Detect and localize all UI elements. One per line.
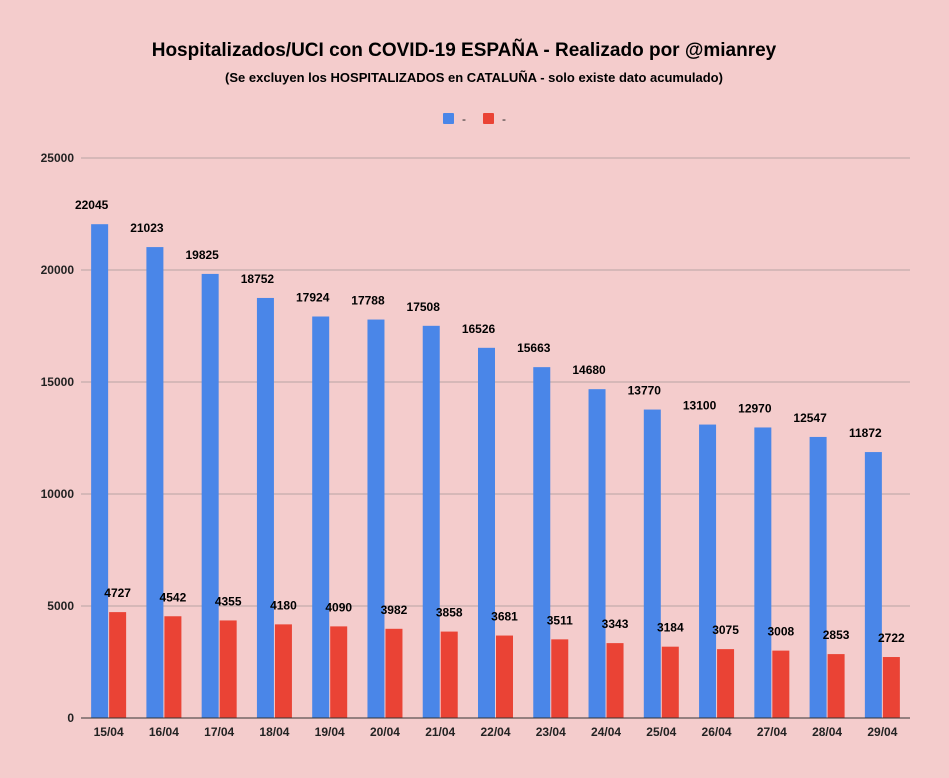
y-tick-label: 20000 [41, 263, 75, 277]
data-label: 3184 [657, 621, 684, 635]
data-label: 17508 [407, 300, 441, 314]
bar-hospitalizados [146, 247, 164, 719]
legend-swatch [483, 113, 494, 124]
bars [91, 224, 900, 719]
y-tick-label: 15000 [41, 375, 75, 389]
x-tick-label: 18/04 [259, 725, 289, 739]
x-tick-label: 16/04 [149, 725, 179, 739]
x-tick-label: 28/04 [812, 725, 842, 739]
x-axis-tick-labels: 15/04 16/04 17/04 18/04 19/04 20/04 21/04 22/04… [94, 725, 898, 739]
data-label: 4090 [325, 600, 352, 614]
y-tick-label: 10000 [41, 487, 75, 501]
legend-swatch [443, 113, 454, 124]
bar-hospitalizados [367, 319, 385, 718]
data-label: 22045 [75, 198, 109, 212]
data-label: 17788 [351, 294, 385, 308]
data-label: 13100 [683, 399, 717, 413]
x-tick-label: 27/04 [757, 725, 787, 739]
bar-uci [330, 626, 348, 718]
bar-uci [274, 624, 292, 718]
data-label: 3681 [491, 610, 518, 624]
data-label: 4727 [104, 586, 131, 600]
data-label: 12547 [793, 411, 827, 425]
bar-hospitalizados [91, 224, 109, 718]
bar-uci [606, 643, 624, 718]
data-label: 11872 [849, 426, 882, 440]
y-tick-label: 0 [67, 711, 74, 725]
bar-hospitalizados [864, 452, 882, 718]
x-tick-label: 15/04 [94, 725, 124, 739]
data-label: 4180 [270, 598, 297, 612]
y-tick-label: 5000 [47, 599, 74, 613]
bar-uci [496, 635, 513, 718]
data-label: 3858 [436, 606, 463, 620]
legend-label: - [502, 112, 506, 126]
data-labels: 22045 4727 21023 4542 19825 4355 18752 4180 1792… [75, 198, 905, 645]
bar-hospitalizados [256, 297, 274, 718]
bar-hospitalizados [699, 424, 717, 718]
bar-hospitalizados [312, 316, 330, 718]
chart-subtitle: (Se excluyen los HOSPITALIZADOS en CATAL… [225, 70, 723, 85]
bar-uci [717, 649, 735, 718]
x-tick-label: 29/04 [867, 725, 897, 739]
legend-label: - [462, 112, 466, 126]
x-tick-label: 17/04 [204, 725, 234, 739]
data-label: 15663 [517, 341, 551, 355]
data-label: 3075 [712, 623, 739, 637]
x-tick-label: 19/04 [315, 725, 345, 739]
data-label: 12970 [738, 401, 772, 415]
x-tick-label: 23/04 [536, 725, 566, 739]
data-label: 2853 [823, 628, 850, 642]
x-tick-label: 25/04 [646, 725, 676, 739]
bar-hospitalizados [643, 409, 661, 718]
bar-uci [551, 639, 569, 718]
y-tick-label: 25000 [41, 151, 75, 165]
y-axis-tick-labels: 0 5000 10000 15000 20000 25000 [41, 151, 75, 725]
data-label: 18752 [241, 272, 275, 286]
x-tick-label: 22/04 [480, 725, 510, 739]
bar-hospitalizados [422, 325, 440, 718]
bar-hospitalizados [809, 436, 827, 718]
x-tick-label: 20/04 [370, 725, 400, 739]
data-label: 13770 [628, 384, 662, 398]
data-label: 4542 [160, 590, 187, 604]
bar-uci [661, 646, 679, 718]
data-label: 3511 [547, 613, 573, 627]
bar-uci [827, 654, 845, 718]
data-label: 2722 [878, 631, 905, 645]
chart-title: Hospitalizados/UCI con COVID-19 ESPAÑA -… [152, 39, 777, 61]
x-tick-label: 24/04 [591, 725, 621, 739]
gridlines [81, 157, 910, 607]
bar-hospitalizados [201, 273, 219, 718]
bar-uci [109, 612, 127, 718]
bar-uci [440, 631, 458, 718]
data-label: 21023 [130, 221, 164, 235]
bar-uci [385, 628, 403, 718]
bar-hospitalizados [533, 367, 551, 718]
bar-uci [772, 650, 790, 718]
bar-hospitalizados [478, 347, 495, 718]
bar-hospitalizados [588, 389, 606, 718]
bar-uci [219, 620, 237, 718]
bar-uci [164, 616, 182, 718]
bar-uci [882, 657, 900, 718]
data-label: 14680 [572, 363, 606, 377]
x-tick-label: 21/04 [425, 725, 455, 739]
data-label: 17924 [296, 291, 330, 305]
bar-hospitalizados [754, 427, 772, 718]
legend: -- [443, 112, 506, 126]
data-label: 3982 [381, 603, 408, 617]
data-label: 16526 [462, 322, 496, 336]
data-label: 3343 [602, 617, 629, 631]
data-label: 19825 [185, 248, 219, 262]
x-tick-label: 26/04 [702, 725, 732, 739]
data-label: 4355 [215, 594, 242, 608]
data-label: 3008 [767, 625, 794, 639]
